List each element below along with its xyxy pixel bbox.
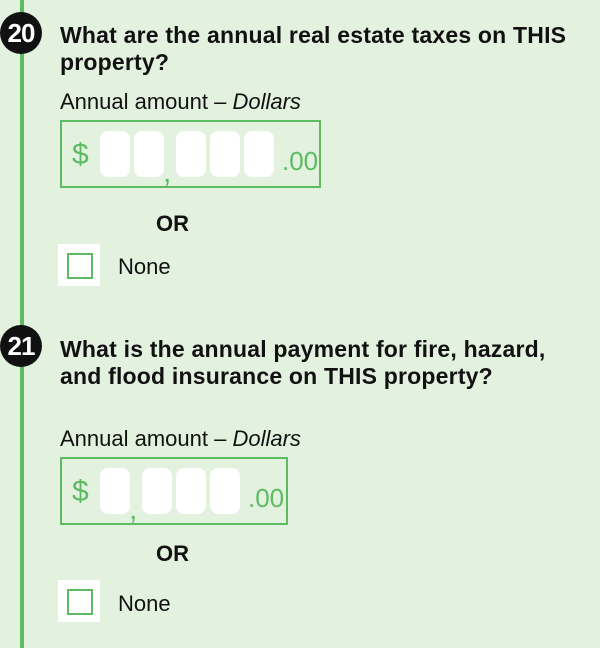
digit-box[interactable] [134, 131, 164, 177]
question-number-badge: 21 [0, 325, 42, 367]
none-label: None [118, 254, 171, 279]
digit-box[interactable] [244, 131, 274, 177]
digit-box[interactable] [142, 468, 172, 514]
or-divider: OR [156, 541, 189, 566]
dollar-sign: $ [72, 475, 89, 508]
thousands-separator: , [129, 493, 138, 526]
amount-label-text: Annual amount – [60, 89, 227, 114]
none-checkbox-area[interactable] [58, 580, 100, 622]
none-checkbox[interactable] [67, 253, 93, 279]
question-number-badge: 20 [0, 12, 42, 54]
cents-suffix: .00 [282, 146, 319, 176]
none-label: None [118, 591, 171, 616]
digit-box[interactable] [176, 468, 206, 514]
amount-label: Annual amount – Dollars [60, 426, 301, 452]
digit-box[interactable] [210, 468, 240, 514]
left-margin-rule [20, 0, 24, 648]
amount-field[interactable]: $ , .00 [60, 457, 288, 526]
amount-field[interactable]: $ , .00 [60, 120, 321, 189]
digit-box[interactable] [100, 131, 130, 177]
or-divider: OR [156, 211, 189, 236]
amount-label-text: Annual amount – [60, 426, 227, 451]
dollar-sign: $ [72, 138, 89, 171]
digit-box[interactable] [210, 131, 240, 177]
question-text: What are the annual real estate taxes on… [60, 22, 567, 75]
amount-unit: Dollars [232, 89, 301, 114]
question-text: What is the annual payment for fire, haz… [60, 336, 546, 389]
cents-suffix: .00 [248, 483, 285, 513]
thousands-separator: , [163, 156, 172, 189]
none-checkbox-area[interactable] [58, 244, 100, 286]
none-checkbox[interactable] [67, 589, 93, 615]
digit-box[interactable] [176, 131, 206, 177]
digit-box[interactable] [100, 468, 130, 514]
amount-label: Annual amount – Dollars [60, 89, 301, 115]
amount-unit: Dollars [232, 426, 301, 451]
